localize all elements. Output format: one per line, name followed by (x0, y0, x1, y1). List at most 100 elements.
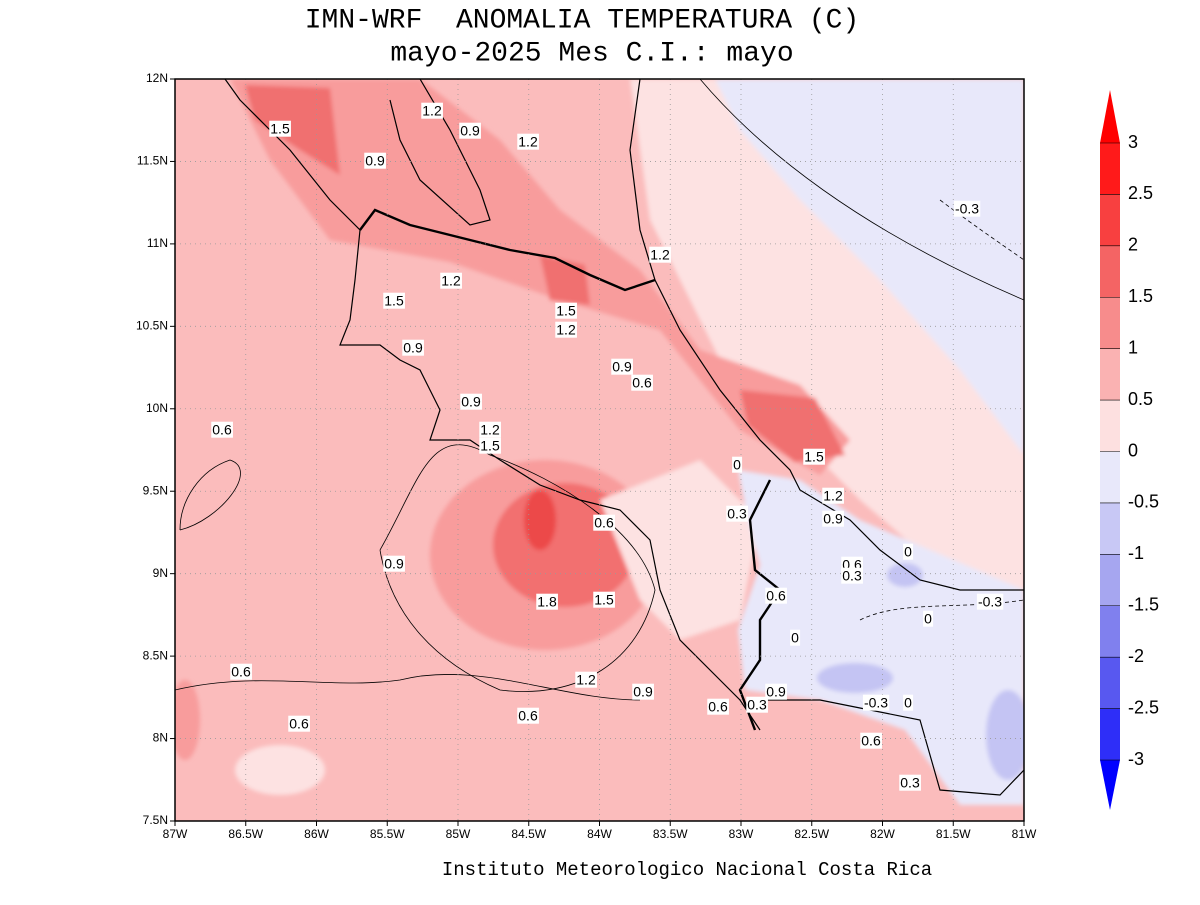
colorbar-box (1100, 400, 1120, 452)
contour-label-bg (707, 698, 729, 715)
y-tick-label: 11N (147, 236, 168, 250)
contour-label: 0.3 (747, 697, 767, 713)
colorbar-label: 1.5 (1128, 286, 1153, 306)
contour-label: 1.2 (441, 273, 461, 289)
contour-label-bg (230, 663, 252, 680)
contour-label: 0 (791, 630, 799, 646)
field-warm3 (524, 490, 556, 550)
contour-label: 0.3 (900, 775, 920, 791)
contour-label: 0.6 (518, 708, 538, 724)
contour-label: -0.3 (978, 594, 1002, 610)
contour-label: -0.3 (864, 695, 888, 711)
colorbar-label: 1 (1128, 337, 1138, 357)
contour-label: 0.6 (212, 422, 232, 438)
contour-label-bg (402, 339, 424, 356)
contour-label-bg (976, 593, 1004, 610)
contour-label-bg (364, 152, 386, 169)
contour-label: 1.2 (422, 103, 442, 119)
field-light (235, 745, 325, 795)
contour-label: 0.9 (461, 394, 481, 410)
field-warm2 (245, 85, 340, 175)
y-tick-label: 11.5N (137, 154, 168, 168)
contour-label-bg (269, 120, 291, 137)
contour-label: 1.2 (650, 247, 670, 263)
contour-label: 0 (924, 611, 932, 627)
colorbar-box (1100, 245, 1120, 298)
colorbar-label: -3 (1128, 749, 1144, 769)
title: IMN-WRF ANOMALIA TEMPERATURA (C) (305, 5, 860, 36)
contour-label-bg (903, 543, 914, 560)
contour-label: 0 (733, 457, 741, 473)
contour-label: 0.9 (766, 684, 786, 700)
contour-label: -0.3 (955, 201, 979, 217)
contour-label: 0.9 (365, 153, 385, 169)
contour-label: 0.6 (289, 716, 309, 732)
contour-label: 1.5 (270, 121, 290, 137)
x-tick-label: 81.5W (936, 827, 971, 841)
contour-label-bg (746, 696, 768, 713)
contour-label-bg (555, 302, 577, 319)
contour-label-bg (953, 200, 981, 217)
contour-label: 0.9 (403, 340, 423, 356)
contour-label: 0.9 (612, 359, 632, 375)
colorbar-box (1100, 554, 1120, 606)
colorbar-arrow-top (1100, 90, 1120, 143)
field-warm2 (740, 390, 845, 462)
contour-label: 0.6 (632, 375, 652, 391)
contour-label-bg (899, 774, 921, 791)
x-tick-label: 85W (446, 827, 471, 841)
contour-label-bg (732, 456, 743, 473)
field-warm2 (540, 255, 590, 305)
contour-label-bg (803, 448, 825, 465)
contour-label: 1.5 (556, 303, 576, 319)
y-tick-label: 8.5N (143, 648, 168, 662)
coastlines (224, 79, 1024, 796)
colorbar-box (1100, 143, 1120, 195)
contour-label: 0.6 (594, 515, 614, 531)
contour-label-bg (383, 555, 405, 572)
contour-label-bg (517, 133, 539, 150)
field-cool (715, 79, 1024, 455)
contour-label-bg (593, 514, 615, 531)
colorbar-arrow-bottom (1100, 760, 1120, 810)
contour-label-bg (479, 437, 501, 454)
colorbar-box (1100, 657, 1120, 709)
contour-label: 1.2 (823, 488, 843, 504)
field-light (600, 460, 760, 640)
contour-label-bg (726, 505, 748, 522)
contour-label-bg (923, 610, 934, 627)
x-tick-label: 84W (587, 827, 612, 841)
contour-label-bg (536, 593, 558, 610)
contour-label-bg (288, 715, 310, 732)
contour-label-bg (822, 487, 844, 504)
contour-label-bg (593, 591, 615, 608)
field-cool (738, 470, 1024, 805)
contour-label: 0 (904, 544, 912, 560)
contour-label: 0.6 (708, 699, 728, 715)
colorbar-label: 0.5 (1128, 389, 1153, 409)
colorbar-box (1100, 297, 1120, 349)
colorbar-label: 2 (1128, 235, 1138, 255)
contour-label: 1.8 (537, 594, 557, 610)
contour-label: 0.3 (842, 568, 862, 584)
contour-label: 1.5 (384, 293, 404, 309)
colorbar-box (1100, 451, 1120, 503)
field-cold (817, 663, 893, 693)
contour-label: 1.5 (480, 438, 500, 454)
contour-label: 1.2 (480, 422, 500, 438)
subtitle: mayo-2025 Mes C.I.: mayo (390, 38, 793, 69)
x-tick-label: 86W (304, 827, 329, 841)
field-cold (887, 563, 923, 587)
anomaly-field (175, 79, 1024, 821)
y-tick-label: 9.5N (143, 483, 168, 497)
colorbar-label: -0.5 (1128, 492, 1159, 512)
contour-label: 0.9 (633, 684, 653, 700)
contour-label-bg (575, 671, 597, 688)
contour-label-bg (211, 421, 233, 438)
contour-label-bg (459, 122, 481, 139)
contour-label-bg (479, 421, 501, 438)
contour-label-bg (460, 393, 482, 410)
contour-label: 1.5 (804, 449, 824, 465)
contour-label-bg (903, 694, 914, 711)
x-tick-label: 82.5W (794, 827, 829, 841)
